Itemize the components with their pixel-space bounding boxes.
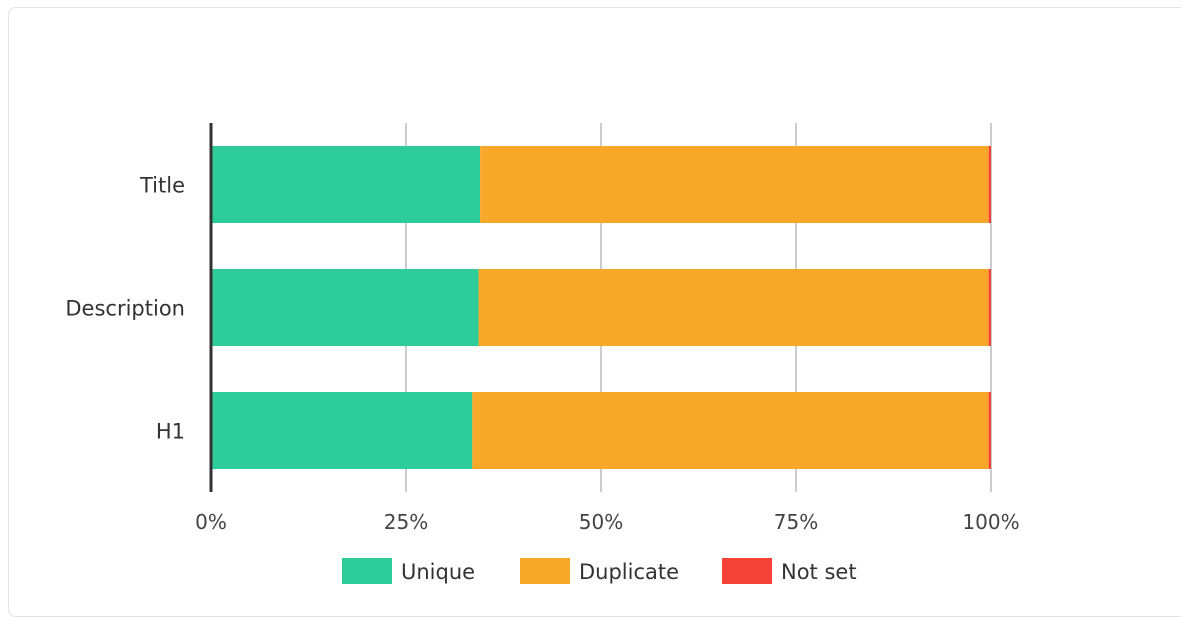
category-label: Description xyxy=(65,297,185,321)
bar-not-set-title xyxy=(988,146,991,223)
x-tick-label: 75% xyxy=(774,510,818,534)
x-tick-label: 25% xyxy=(384,510,428,534)
bar-unique-h1 xyxy=(211,392,473,469)
legend-swatch-not-set xyxy=(722,558,772,584)
x-tick-label: 100% xyxy=(962,510,1019,534)
x-tick-label: 0% xyxy=(195,510,227,534)
legend: Unique Duplicate Not set xyxy=(342,558,857,584)
bars xyxy=(211,146,991,469)
legend-swatch-duplicate xyxy=(520,558,570,584)
legend-label-not-set: Not set xyxy=(781,560,857,584)
x-tick-label: 50% xyxy=(579,510,623,534)
bar-duplicate-description xyxy=(478,269,989,346)
category-label: H1 xyxy=(156,420,185,444)
category-label: Title xyxy=(139,174,185,198)
legend-label-unique: Unique xyxy=(401,560,475,584)
bar-duplicate-title xyxy=(480,146,989,223)
bar-not-set-h1 xyxy=(988,392,991,469)
bar-unique-description xyxy=(211,269,479,346)
legend-swatch-unique xyxy=(342,558,392,584)
bar-duplicate-h1 xyxy=(472,392,989,469)
bar-not-set-description xyxy=(988,269,991,346)
bar-unique-title xyxy=(211,146,481,223)
legend-label-duplicate: Duplicate xyxy=(579,560,679,584)
axes: 0% 25% 50% 75% 100% Title Description H1 xyxy=(65,123,1020,534)
